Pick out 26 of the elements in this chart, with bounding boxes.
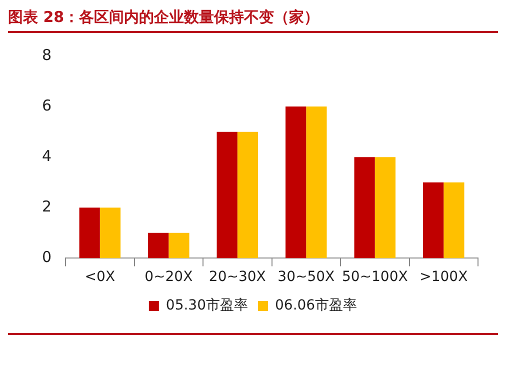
x-tick-label: <0X — [84, 269, 116, 286]
legend-label: 06.06市盈率 — [275, 298, 358, 314]
bar — [168, 232, 190, 258]
y-tick-label: 0 — [42, 248, 52, 266]
legend-label: 05.30市盈率 — [166, 298, 248, 314]
bar — [444, 182, 464, 258]
bar — [216, 132, 238, 258]
bar — [148, 232, 169, 258]
bar — [100, 208, 121, 258]
y-tick-label: 4 — [42, 146, 52, 165]
x-tick-label: 0~20X — [144, 269, 194, 286]
bar — [354, 157, 375, 258]
bar — [374, 157, 396, 258]
bar — [286, 106, 306, 258]
bar — [237, 132, 258, 258]
bar — [306, 106, 327, 258]
x-tick-label: 30~50X — [278, 269, 336, 286]
bar — [423, 182, 444, 258]
x-tick-label: 50~100X — [342, 269, 408, 286]
chart-title: 图表 28：各区间内的企业数量保持不变（家） — [8, 8, 498, 33]
y-tick-label: 8 — [42, 46, 52, 64]
y-tick-label: 6 — [42, 96, 52, 114]
y-tick-label: 2 — [42, 198, 52, 216]
x-tick-label: 20~30X — [208, 269, 266, 286]
bar — [79, 208, 100, 258]
x-tick-label: >100X — [420, 269, 468, 286]
